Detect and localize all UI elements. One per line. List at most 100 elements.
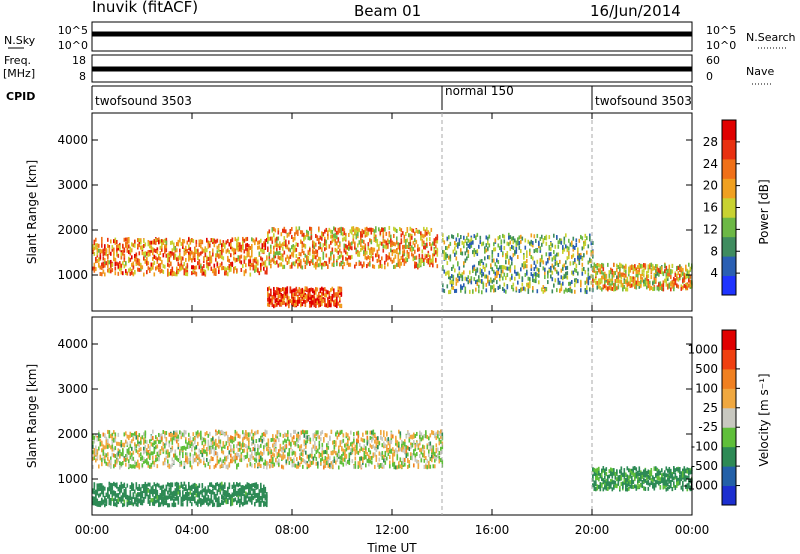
heatmap-cell — [517, 237, 519, 242]
heatmap-cell — [451, 279, 453, 284]
heatmap-cell — [221, 446, 223, 451]
heatmap-cell — [138, 453, 141, 458]
heatmap-cell — [203, 444, 205, 449]
heatmap-cell — [333, 254, 335, 259]
heatmap-cell — [572, 236, 575, 241]
heatmap-cell — [395, 441, 397, 446]
heatmap-cell — [319, 257, 322, 262]
heatmap-cell — [369, 430, 372, 435]
heatmap-cell — [146, 439, 148, 444]
heatmap-cell — [490, 288, 492, 293]
heatmap-cell — [113, 490, 115, 495]
heatmap-cell — [209, 243, 211, 248]
heatmap-cell — [108, 485, 111, 490]
heatmap-cell — [312, 240, 314, 245]
heatmap-cell — [370, 227, 373, 232]
heatmap-cell — [176, 439, 178, 444]
heatmap-cell — [351, 241, 353, 246]
heatmap-cell — [524, 260, 527, 265]
heatmap-cell — [275, 434, 277, 439]
heatmap-cell — [590, 274, 593, 279]
heatmap-cell — [132, 456, 135, 461]
heatmap-cell — [102, 261, 105, 266]
heatmap-cell — [341, 439, 343, 444]
heatmap-cell — [664, 269, 666, 274]
heatmap-cell — [99, 492, 102, 497]
heatmap-cell — [557, 240, 560, 245]
heatmap-cell — [319, 296, 322, 301]
heatmap-cell — [255, 237, 258, 242]
heatmap-cell — [640, 283, 642, 288]
heatmap-cell — [186, 240, 189, 245]
heatmap-cell — [143, 446, 145, 451]
heatmap-cell — [581, 246, 584, 251]
heatmap-cell — [491, 258, 494, 263]
heatmap-cell — [620, 283, 623, 288]
heatmap-cell — [309, 437, 312, 442]
heatmap-cell — [676, 276, 678, 281]
heatmap-cell — [99, 500, 102, 505]
heatmap-cell — [328, 227, 331, 232]
heatmap-cell — [101, 486, 103, 491]
heatmap-cell — [351, 441, 354, 446]
heatmap-cell — [137, 243, 139, 248]
heatmap-cell — [331, 262, 334, 267]
heatmap-cell — [635, 282, 638, 287]
heatmap-cell — [381, 241, 383, 246]
heatmap-cell — [359, 448, 361, 453]
heatmap-cell — [466, 277, 468, 282]
heatmap-cell — [102, 256, 105, 261]
heatmap-cell — [392, 462, 394, 467]
heatmap-cell — [384, 227, 386, 232]
heatmap-cell — [671, 263, 674, 268]
heatmap-cell — [261, 457, 264, 462]
heatmap-cell — [195, 265, 198, 270]
heatmap-cell — [560, 275, 563, 280]
heatmap-cell — [306, 261, 308, 266]
heatmap-cell — [191, 465, 193, 470]
heatmap-cell — [162, 442, 165, 447]
heatmap-cell — [315, 255, 317, 260]
heatmap-cell — [638, 264, 641, 269]
heatmap-cell — [351, 246, 353, 251]
heatmap-cell — [239, 255, 241, 260]
heatmap-cell — [132, 433, 135, 438]
heatmap-cell — [623, 277, 626, 282]
heatmap-cell — [523, 286, 525, 291]
heatmap-cell — [378, 264, 380, 269]
heatmap-cell — [270, 264, 272, 269]
nave-label: Nave — [746, 65, 774, 78]
heatmap-cell — [177, 442, 180, 447]
heatmap-cell — [321, 302, 323, 307]
heatmap-cell — [368, 439, 370, 444]
heatmap-cell — [378, 244, 380, 249]
heatmap-cell — [197, 430, 199, 435]
heatmap-cell — [405, 259, 407, 264]
heatmap-cell — [375, 234, 377, 239]
heatmap-cell — [319, 245, 322, 250]
heatmap-cell — [315, 249, 317, 254]
heatmap-cell — [429, 444, 432, 449]
heatmap-cell — [92, 444, 94, 449]
heatmap-cell — [357, 229, 359, 234]
heatmap-cell — [320, 458, 322, 463]
heatmap-cell — [321, 247, 323, 252]
heatmap-cell — [411, 235, 413, 240]
heatmap-cell — [264, 459, 267, 464]
heatmap-cell — [575, 268, 578, 273]
heatmap-cell — [553, 233, 555, 238]
heatmap-cell — [212, 238, 214, 243]
heatmap-cell — [128, 463, 130, 468]
heatmap-cell — [391, 252, 394, 257]
heatmap-cell — [101, 458, 103, 463]
heatmap-cell — [225, 457, 228, 462]
heatmap-cell — [368, 462, 370, 467]
heatmap-cell — [243, 249, 246, 254]
heatmap-cell — [137, 267, 139, 272]
heatmap-cell — [287, 456, 289, 461]
heatmap-cell — [485, 282, 488, 287]
heatmap-cell — [461, 285, 464, 290]
heatmap-cell — [422, 435, 424, 440]
heatmap-cell — [412, 228, 415, 233]
heatmap-cell — [218, 437, 220, 442]
